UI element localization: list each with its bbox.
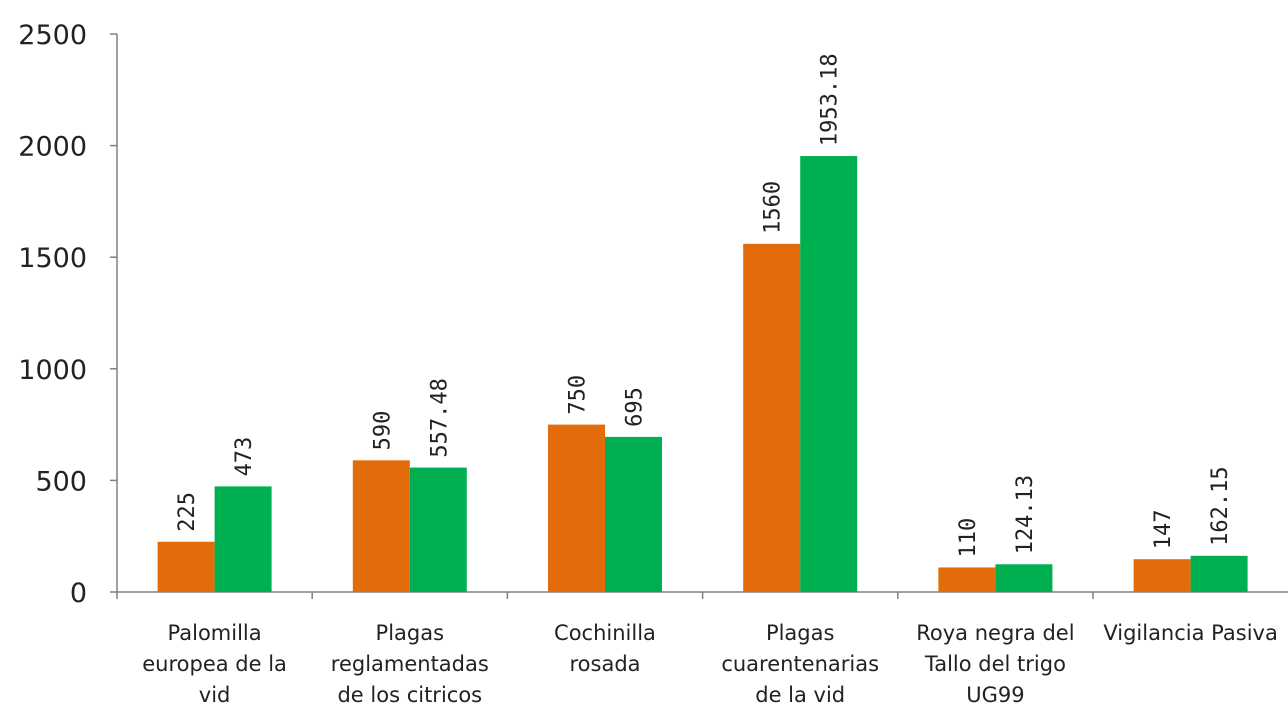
data-label: 473	[232, 437, 257, 477]
y-tick-label: 1500	[18, 243, 87, 274]
data-label: 1560	[761, 181, 786, 234]
chart-axes	[110, 33, 1288, 599]
bar-series1-3	[743, 243, 801, 593]
data-label: 590	[370, 411, 395, 451]
chart-data-labels: 225 473 590 557.48 750 695 1560 1953.18 110 124.1…	[175, 53, 1233, 557]
bar-series1-5	[1133, 559, 1191, 592]
y-tick-label: 2000	[18, 132, 87, 163]
bar-series2-1	[409, 467, 467, 592]
category-label: reglamentadas	[331, 652, 489, 676]
data-label: 1953.18	[818, 53, 843, 146]
data-label: 162.15	[1208, 466, 1233, 545]
category-label: Cochinilla	[554, 621, 656, 645]
bar-series2-3	[800, 156, 858, 592]
y-tick-label: 500	[35, 466, 87, 497]
category-label: europea de la	[142, 652, 287, 676]
bar-series1-0	[157, 541, 215, 592]
data-label: 124.13	[1013, 475, 1038, 554]
data-label: 750	[566, 375, 591, 415]
x-axis-category-labels: Palomilla europea de la vid Plagas reglament…	[142, 621, 1278, 707]
bar-series2-4	[995, 564, 1053, 592]
y-tick-label: 1000	[18, 355, 87, 386]
category-label: Plagas	[376, 621, 445, 645]
category-label: UG99	[966, 683, 1024, 707]
y-tick-label: 0	[70, 578, 87, 609]
bar-series2-0	[214, 486, 272, 592]
bar-series1-4	[938, 567, 996, 592]
category-label: de la vid	[755, 683, 845, 707]
data-label: 557.48	[427, 378, 452, 457]
bar-series2-2	[605, 436, 662, 592]
category-label: Palomilla	[168, 621, 262, 645]
data-label: 695	[623, 387, 648, 427]
category-label: vid	[199, 683, 231, 707]
data-label: 225	[175, 492, 200, 532]
bar-series2-5	[1190, 555, 1248, 592]
y-tick-label: 2500	[18, 20, 87, 51]
category-label: Roya negra del	[916, 621, 1074, 645]
category-label: Vigilancia Pasiva	[1103, 621, 1278, 645]
category-label: Tallo del trigo	[924, 652, 1066, 676]
category-label: cuarentenarias	[721, 652, 879, 676]
category-label: de los citricos	[337, 683, 482, 707]
data-label: 147	[1151, 509, 1176, 549]
bar-series1-2	[548, 424, 605, 592]
chart-bars	[157, 156, 1248, 593]
category-label: rosada	[569, 652, 640, 676]
bar-series1-1	[352, 460, 410, 592]
category-label: Plagas	[766, 621, 835, 645]
data-label: 110	[956, 518, 981, 558]
y-axis-tick-labels: 0 500 1000 1500 2000 2500	[18, 20, 87, 609]
